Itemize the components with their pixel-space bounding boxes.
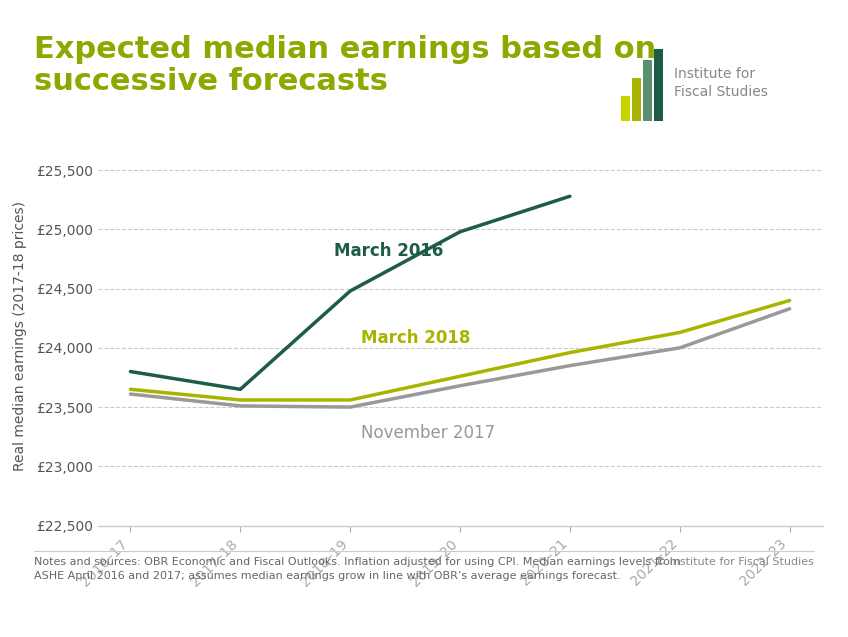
Text: successive forecasts: successive forecasts [34,67,388,96]
Y-axis label: Real median earnings (2017-18 prices): Real median earnings (2017-18 prices) [14,201,27,471]
FancyBboxPatch shape [633,78,641,121]
Text: March 2018: March 2018 [361,329,471,347]
Text: © Institute for Fiscal Studies: © Institute for Fiscal Studies [656,557,814,568]
Text: November 2017: November 2017 [361,424,495,442]
Text: Institute for
Fiscal Studies: Institute for Fiscal Studies [674,67,768,99]
FancyBboxPatch shape [622,96,630,121]
FancyBboxPatch shape [654,49,663,121]
Text: Notes and sources: OBR Economic and Fiscal Outlooks. Inflation adjusted for usin: Notes and sources: OBR Economic and Fisc… [34,557,681,580]
Text: March 2016: March 2016 [334,241,444,260]
FancyBboxPatch shape [643,60,652,121]
Text: Expected median earnings based on: Expected median earnings based on [34,35,656,64]
